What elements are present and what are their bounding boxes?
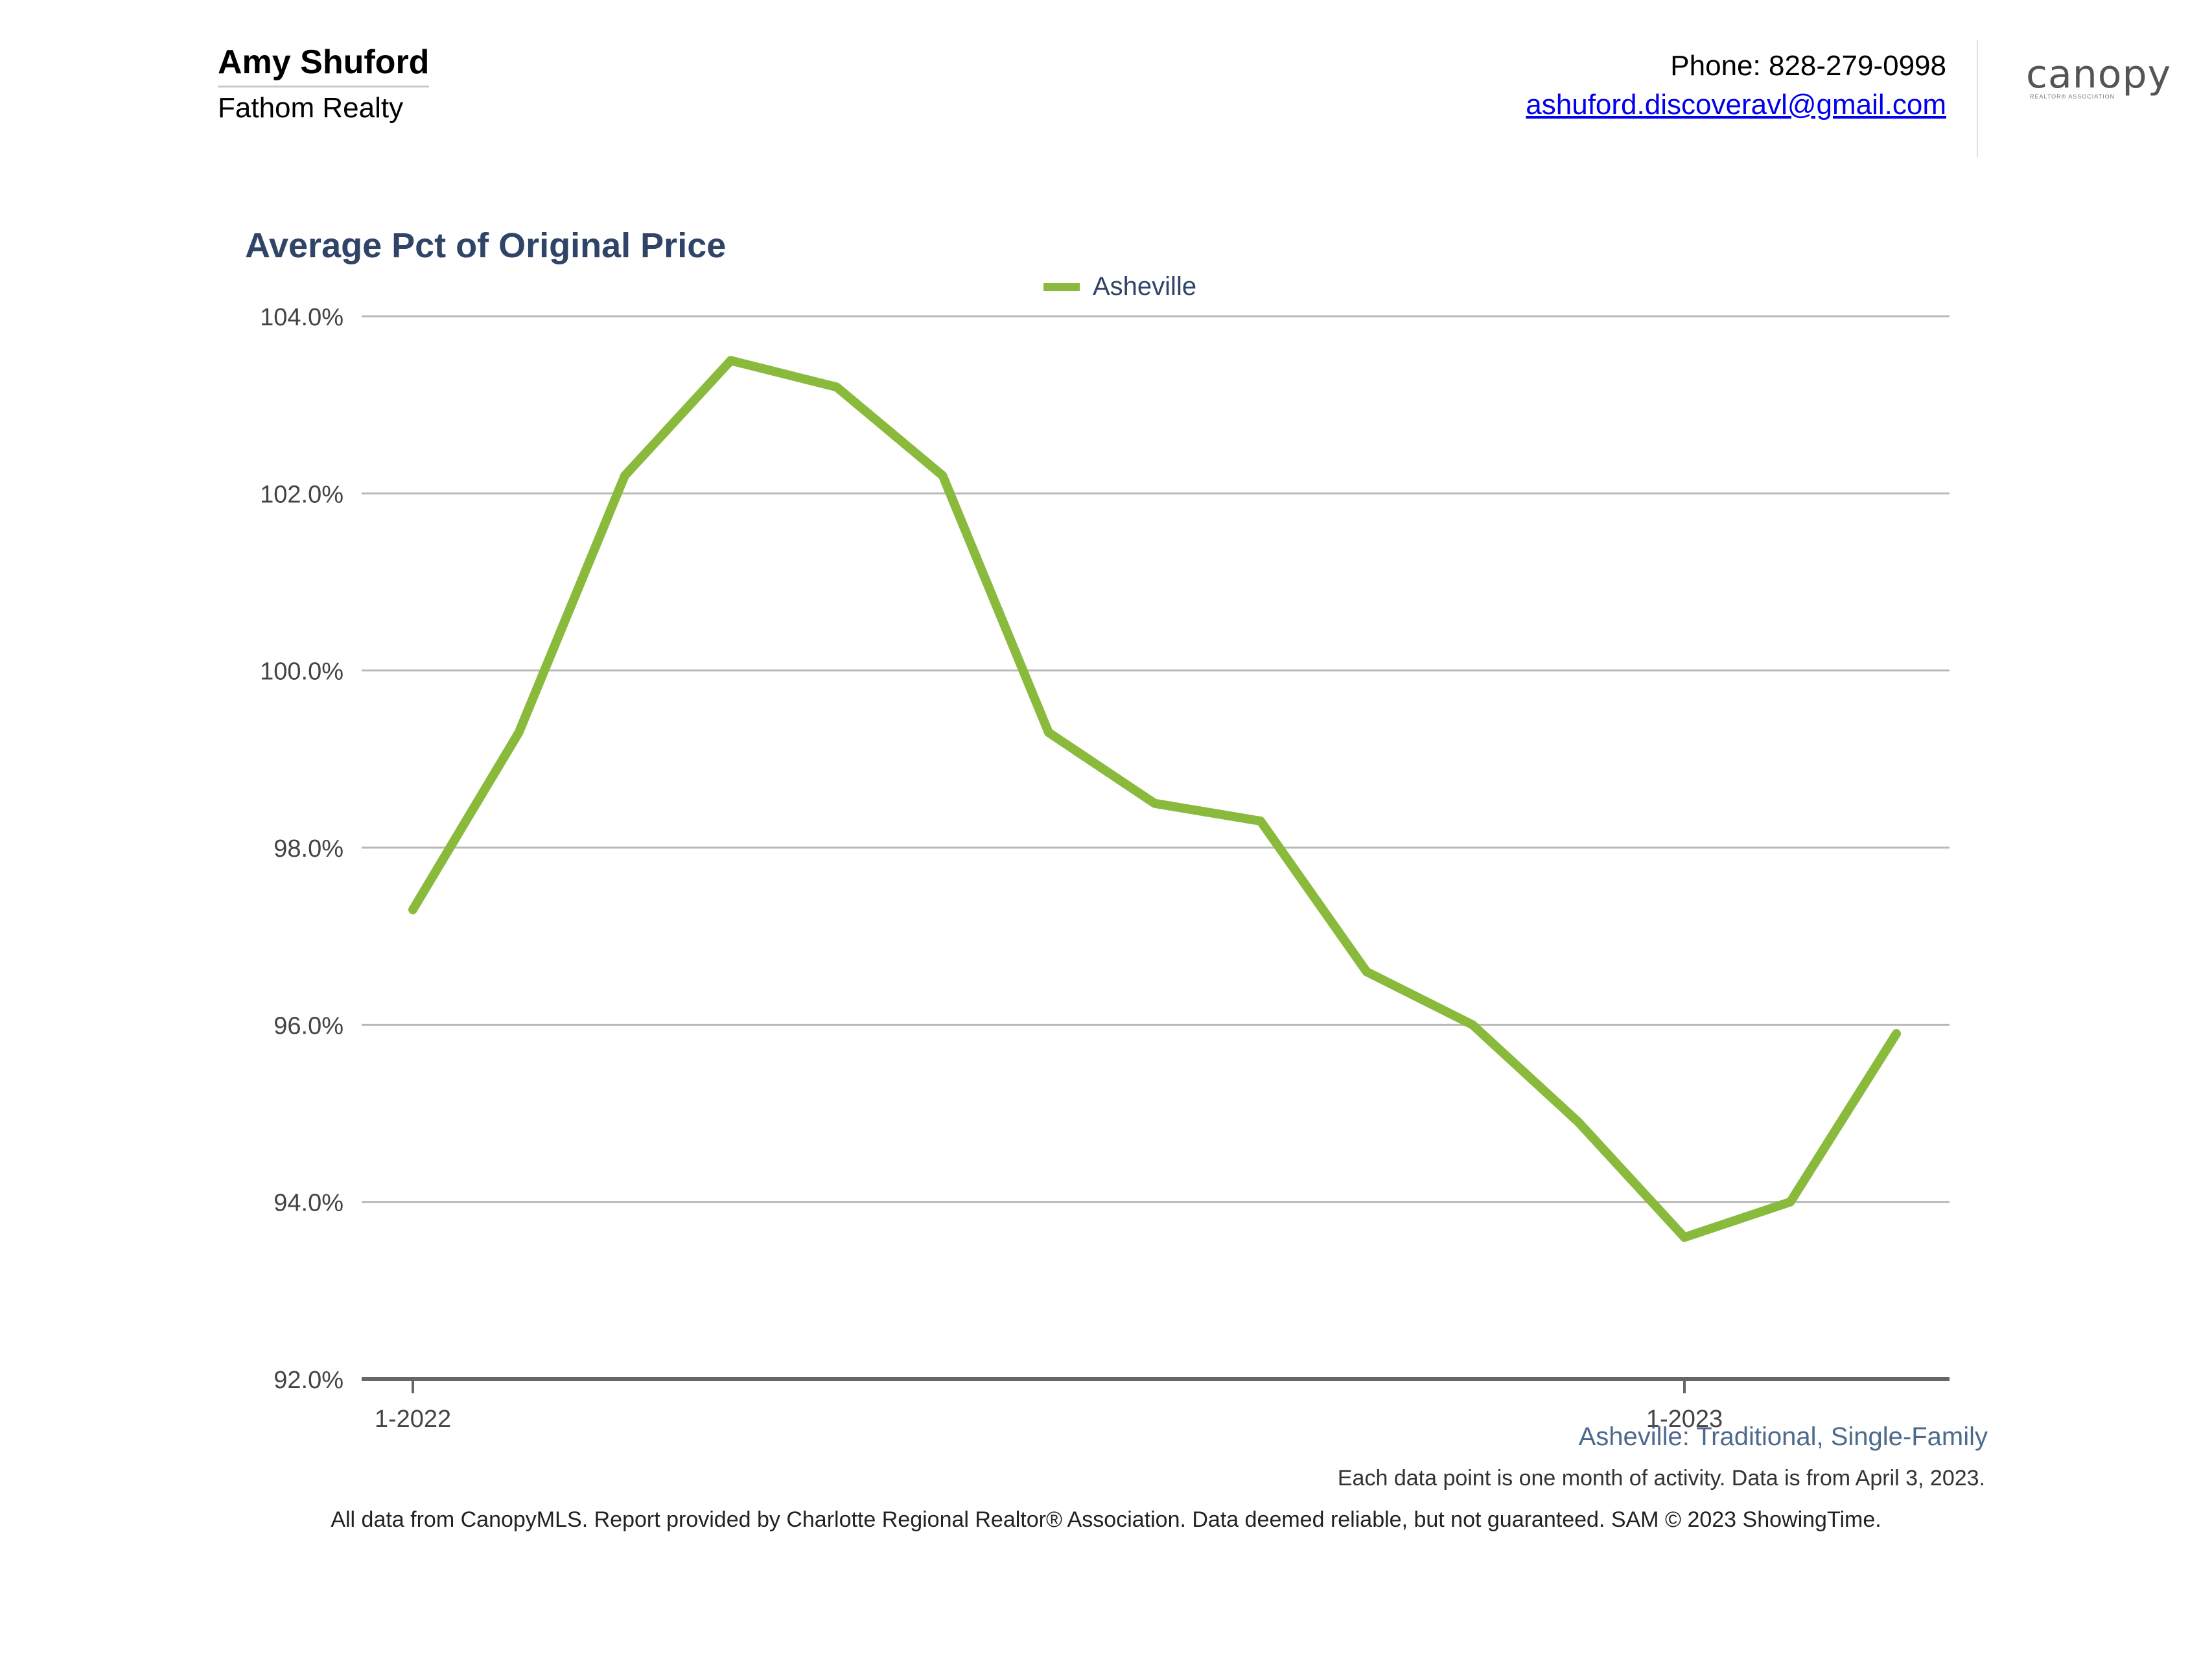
chart-legend: Asheville <box>1043 272 1196 301</box>
y-tick-label: 104.0% <box>260 304 343 331</box>
legend-swatch-asheville <box>1043 283 1080 291</box>
y-tick-label: 92.0% <box>274 1367 343 1394</box>
x-tick-label: 1-2022 <box>375 1406 451 1433</box>
data-point <box>942 475 944 476</box>
data-point <box>1896 1033 1897 1034</box>
data-point <box>1472 1024 1473 1026</box>
data-point <box>730 360 732 362</box>
y-tick-label: 100.0% <box>260 658 343 686</box>
data-point <box>1366 971 1368 973</box>
y-tick-label: 96.0% <box>274 1012 343 1039</box>
data-point <box>518 732 520 734</box>
email-link[interactable]: ashuford.discoveravl@gmail.com <box>1526 89 1946 121</box>
series-line-asheville <box>408 356 1901 1242</box>
data-point <box>624 475 625 476</box>
logo-subtext: REALTOR® ASSOCIATION <box>2030 93 2115 100</box>
data-point <box>1048 732 1049 734</box>
data-point <box>1260 820 1261 822</box>
data-point <box>1789 1201 1791 1203</box>
data-point <box>1684 1236 1685 1238</box>
legend-label-asheville: Asheville <box>1093 272 1197 301</box>
y-tick-label: 98.0% <box>274 835 343 863</box>
phone-number: Phone: 828-279-0998 <box>1670 50 1946 82</box>
data-point <box>1154 802 1156 804</box>
chart-subtitle: Asheville: Traditional, Single-Family <box>1578 1422 1988 1451</box>
canopy-logo: canopy REALTOR® ASSOCIATION <box>2026 52 2172 104</box>
report-footer: All data from CanopyMLS. Report provided… <box>331 1507 1881 1532</box>
data-point <box>412 909 413 911</box>
agent-company: Fathom Realty <box>218 92 404 124</box>
data-point <box>1578 1121 1579 1123</box>
data-note: Each data point is one month of activity… <box>1337 1466 1985 1491</box>
chart-title: Average Pct of Original Price <box>245 226 727 265</box>
x-tick-label: 1-2023 <box>1646 1406 1723 1433</box>
agent-name: Amy Shuford <box>218 43 430 87</box>
header-divider <box>1977 40 1978 157</box>
contact-block: Phone: 828-279-0998 ashuford.discoveravl… <box>1526 47 1946 124</box>
logo-wordmark: canopy <box>2026 52 2172 97</box>
data-point <box>836 386 837 388</box>
y-tick-label: 102.0% <box>260 481 343 508</box>
y-tick-label: 94.0% <box>274 1190 343 1217</box>
